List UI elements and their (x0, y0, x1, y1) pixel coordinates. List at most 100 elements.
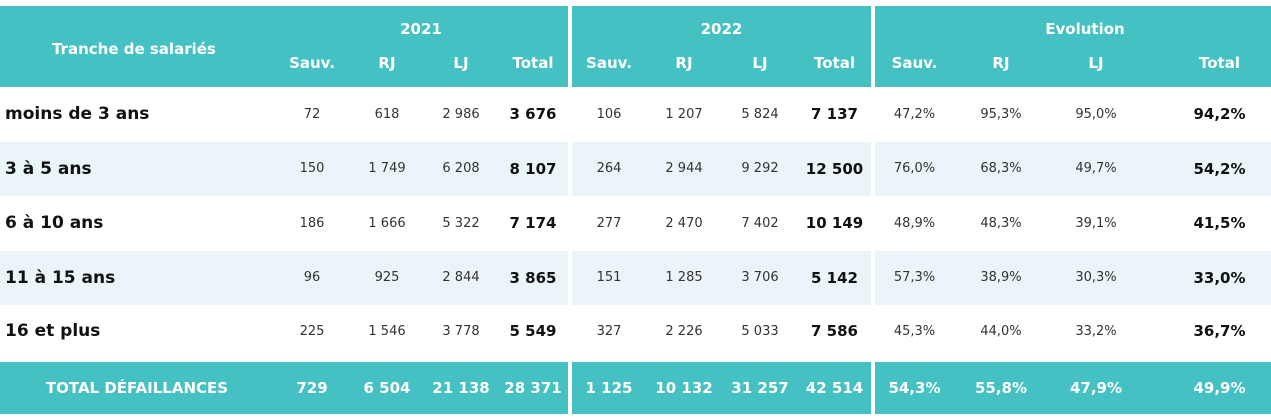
table-row: 3 à 5 ans 150 1 749 6 208 8 107 264 2 94… (0, 141, 1271, 196)
total-evol-total: 49,9% (1144, 357, 1271, 414)
cell-2021-sauv: 150 (274, 141, 350, 196)
col-header-total: Total (1199, 54, 1240, 72)
table-row: moins de 3 ans 72 618 2 986 3 676 106 1 … (0, 87, 1271, 142)
col-header-sauv: Sauv. (289, 54, 335, 72)
cell-2022-lj: 3 706 (722, 250, 798, 305)
col-header-rj: RJ (992, 54, 1010, 72)
cell-2021-total: 7 174 (509, 214, 557, 233)
col-header-rj: RJ (675, 54, 693, 72)
cell-evol-sauv: 57,3% (871, 250, 954, 305)
col-header-total: Total (814, 54, 855, 72)
cell-evol-rj: 38,9% (954, 250, 1048, 305)
cell-2021-total: 3 865 (498, 250, 570, 305)
cell-2021-lj: 2 986 (442, 106, 480, 122)
cell-2021-lj: 5 322 (442, 215, 480, 231)
col-header-sauv: Sauv. (568, 50, 646, 87)
cell-2021-rj: 925 (350, 250, 424, 305)
row-label: 3 à 5 ans (0, 141, 274, 196)
total-evol-sauv: 54,3% (871, 357, 954, 414)
cell-evol-total: 41,5% (1193, 214, 1246, 233)
cell-2021-lj: 2 844 (424, 250, 498, 305)
total-2021-total: 28 371 (498, 357, 570, 414)
cell-2022-sauv: 277 (568, 196, 646, 251)
table-row: 6 à 10 ans 186 1 666 5 322 7 174 277 2 4… (0, 196, 1271, 251)
cell-evol-sauv: 48,9% (871, 196, 954, 251)
cell-evol-rj: 48,3% (980, 215, 1022, 231)
cell-2021-rj: 1 546 (368, 323, 406, 339)
cell-2021-lj: 6 208 (424, 141, 498, 196)
cell-2021-sauv: 72 (303, 106, 321, 122)
cell-2021-sauv: 186 (299, 215, 325, 231)
total-evol-rj: 55,8% (954, 357, 1048, 414)
table-row: 11 à 15 ans 96 925 2 844 3 865 151 1 285… (0, 250, 1271, 305)
cell-evol-rj: 95,3% (980, 106, 1022, 122)
cell-2022-lj: 5 033 (741, 323, 779, 339)
total-2022-lj: 31 257 (722, 357, 798, 414)
cell-2022-rj: 2 226 (665, 323, 703, 339)
col-header-lj: LJ (1088, 54, 1104, 72)
cell-2022-rj: 1 285 (646, 250, 722, 305)
cell-2022-rj: 2 944 (646, 141, 722, 196)
cell-2022-total: 10 149 (805, 214, 864, 233)
col-header-total: Total (512, 54, 554, 72)
total-2021-lj: 21 138 (424, 357, 498, 414)
cell-evol-total: 94,2% (1193, 105, 1246, 124)
cell-2021-total: 8 107 (498, 141, 570, 196)
cell-2022-lj: 9 292 (722, 141, 798, 196)
total-label: TOTAL DÉFAILLANCES (0, 357, 274, 414)
group-header-2021: 2021 (400, 20, 442, 38)
cell-evol-total: 36,7% (1193, 322, 1246, 341)
cell-2021-rj: 618 (374, 106, 400, 122)
cell-evol-sauv: 76,0% (871, 141, 954, 196)
cell-2021-sauv: 96 (274, 250, 350, 305)
total-2022-rj: 10 132 (646, 357, 722, 414)
cell-2022-lj: 5 824 (741, 106, 779, 122)
cell-2022-sauv: 264 (568, 141, 646, 196)
total-2022-total: 42 514 (798, 357, 873, 414)
cell-2021-lj: 3 778 (442, 323, 480, 339)
table-row: 16 et plus 225 1 546 3 778 5 549 327 2 2… (0, 305, 1271, 360)
cell-evol-sauv: 47,2% (871, 87, 954, 142)
cell-2022-total: 12 500 (798, 141, 873, 196)
cell-2022-rj: 2 470 (665, 215, 703, 231)
cell-2021-total: 3 676 (509, 105, 557, 124)
col-header-lj: LJ (752, 54, 768, 72)
cell-evol-lj: 49,7% (1048, 141, 1144, 196)
total-row: TOTAL DÉFAILLANCES 729 6 504 21 138 28 3… (0, 357, 1271, 414)
cell-2021-rj: 1 749 (350, 141, 424, 196)
cell-evol-sauv: 45,3% (871, 305, 954, 360)
row-label: moins de 3 ans (5, 104, 150, 125)
cell-2022-total: 7 137 (811, 105, 858, 124)
cell-2022-total: 7 586 (811, 322, 858, 341)
col-header-sauv: Sauv. (871, 50, 954, 87)
cell-2021-rj: 1 666 (368, 215, 406, 231)
cell-evol-lj: 39,1% (1075, 215, 1117, 231)
total-2022-sauv: 1 125 (568, 357, 646, 414)
cell-2021-total: 5 549 (509, 322, 557, 341)
row-label: 16 et plus (5, 321, 101, 342)
cell-evol-lj: 95,0% (1075, 106, 1117, 122)
row-label-header: Tranche de salariés (52, 40, 216, 58)
col-header-rj: RJ (378, 54, 396, 72)
cell-2022-sauv: 106 (568, 87, 646, 142)
cell-2022-lj: 7 402 (741, 215, 779, 231)
group-header-evolution: Evolution (870, 6, 1271, 50)
col-header-lj: LJ (453, 54, 469, 72)
row-label: 6 à 10 ans (5, 213, 104, 234)
cell-evol-total: 33,0% (1144, 250, 1271, 305)
cell-2021-sauv: 225 (299, 323, 325, 339)
header-group-row: Tranche de salariés 2021 2022 Evolution (0, 6, 1271, 58)
row-label: 11 à 15 ans (0, 250, 274, 305)
cell-2022-sauv: 151 (568, 250, 646, 305)
cell-evol-rj: 68,3% (954, 141, 1048, 196)
cell-evol-total: 54,2% (1144, 141, 1271, 196)
cell-evol-rj: 44,0% (980, 323, 1022, 339)
total-evol-lj: 47,9% (1048, 357, 1144, 414)
cell-evol-lj: 30,3% (1048, 250, 1144, 305)
group-header-2022: 2022 (568, 6, 873, 50)
total-2021-sauv: 729 (274, 357, 350, 414)
defaillances-table: Tranche de salariés 2021 2022 Evolution … (0, 6, 1271, 414)
total-2021-rj: 6 504 (350, 357, 424, 414)
cell-2022-rj: 1 207 (665, 106, 703, 122)
cell-2022-sauv: 327 (568, 305, 646, 360)
